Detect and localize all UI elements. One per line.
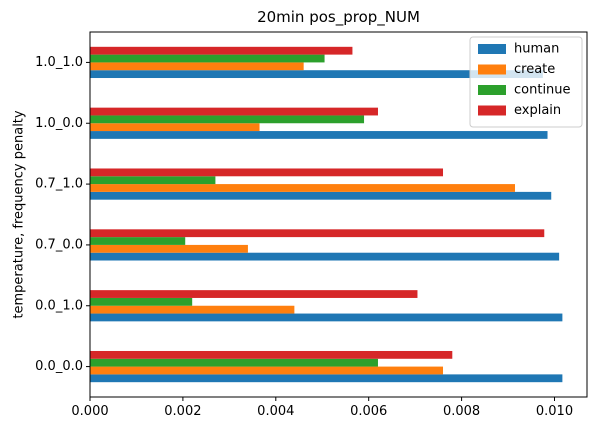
legend-box xyxy=(469,36,583,128)
y-tick-label: 0.7_1.0 xyxy=(35,177,83,192)
bar-create-0.7_1.0 xyxy=(90,184,516,192)
x-tick-label: 0.010 xyxy=(536,404,573,419)
x-tick-label: 0.006 xyxy=(350,404,387,419)
bar-human-0.7_0.0 xyxy=(90,252,560,261)
bar-continue-0.7_0.0 xyxy=(90,237,186,245)
y-axis-title: temperature, frequency penalty xyxy=(12,110,27,318)
bars-group xyxy=(90,46,563,383)
x-tick-label: 0.002 xyxy=(164,404,201,419)
y-tick-label: 0.0_1.0 xyxy=(35,298,83,313)
bar-human-0.7_1.0 xyxy=(90,191,552,200)
bar-human-0.0_0.0 xyxy=(90,374,563,383)
bar-explain-0.7_1.0 xyxy=(90,168,444,177)
bar-continue-0.0_1.0 xyxy=(90,297,193,306)
y-tick-label: 1.0_0.0 xyxy=(35,116,83,131)
legend-label-continue: continue xyxy=(514,83,571,98)
bar-explain-0.0_1.0 xyxy=(90,290,418,298)
legend-label-explain: explain xyxy=(514,103,561,118)
bar-create-1.0_1.0 xyxy=(90,62,304,71)
bar-create-0.0_0.0 xyxy=(90,366,444,375)
bar-continue-1.0_1.0 xyxy=(90,54,325,63)
bar-explain-1.0_0.0 xyxy=(90,107,378,116)
bar-human-1.0_0.0 xyxy=(90,131,548,139)
bar-explain-0.7_0.0 xyxy=(90,229,545,238)
x-tick-label: 0.008 xyxy=(443,404,480,419)
legend-label-create: create xyxy=(514,62,555,77)
legend-swatch-human xyxy=(478,44,506,54)
legend-swatch-explain xyxy=(478,105,506,116)
bar-explain-1.0_1.0 xyxy=(90,46,353,55)
legend-swatch-continue xyxy=(478,85,506,95)
x-tick-label: 0.004 xyxy=(257,404,294,419)
y-tick-label: 1.0_1.0 xyxy=(35,55,83,70)
legend-swatch-create xyxy=(478,64,506,75)
bar-explain-0.0_0.0 xyxy=(90,350,453,359)
legend-label-human: human xyxy=(514,42,559,57)
bar-create-1.0_0.0 xyxy=(90,123,260,132)
bar-create-0.7_0.0 xyxy=(90,244,248,253)
bar-create-0.0_1.0 xyxy=(90,305,295,314)
bar-human-1.0_1.0 xyxy=(90,70,543,79)
x-tick-label: 0.000 xyxy=(71,404,108,419)
plot-frame xyxy=(89,31,588,398)
legend: human create continue explain xyxy=(469,36,583,128)
y-axis: 0.0_0.0 0.0_1.0 0.7_0.0 0.7_1.0 1.0_0.0 1.0_1… xyxy=(35,55,90,374)
x-axis: 0.000 0.002 0.004 0.006 0.008 0.010 xyxy=(71,397,573,419)
bar-continue-0.0_0.0 xyxy=(90,358,378,367)
y-tick-label: 0.7_0.0 xyxy=(35,237,83,252)
bar-continue-1.0_0.0 xyxy=(90,115,365,124)
bar-human-0.0_1.0 xyxy=(90,313,563,322)
bar-continue-0.7_1.0 xyxy=(90,176,216,185)
y-tick-label: 0.0_0.0 xyxy=(35,359,83,374)
chart-title: 20min pos_prop_NUM xyxy=(257,8,420,27)
